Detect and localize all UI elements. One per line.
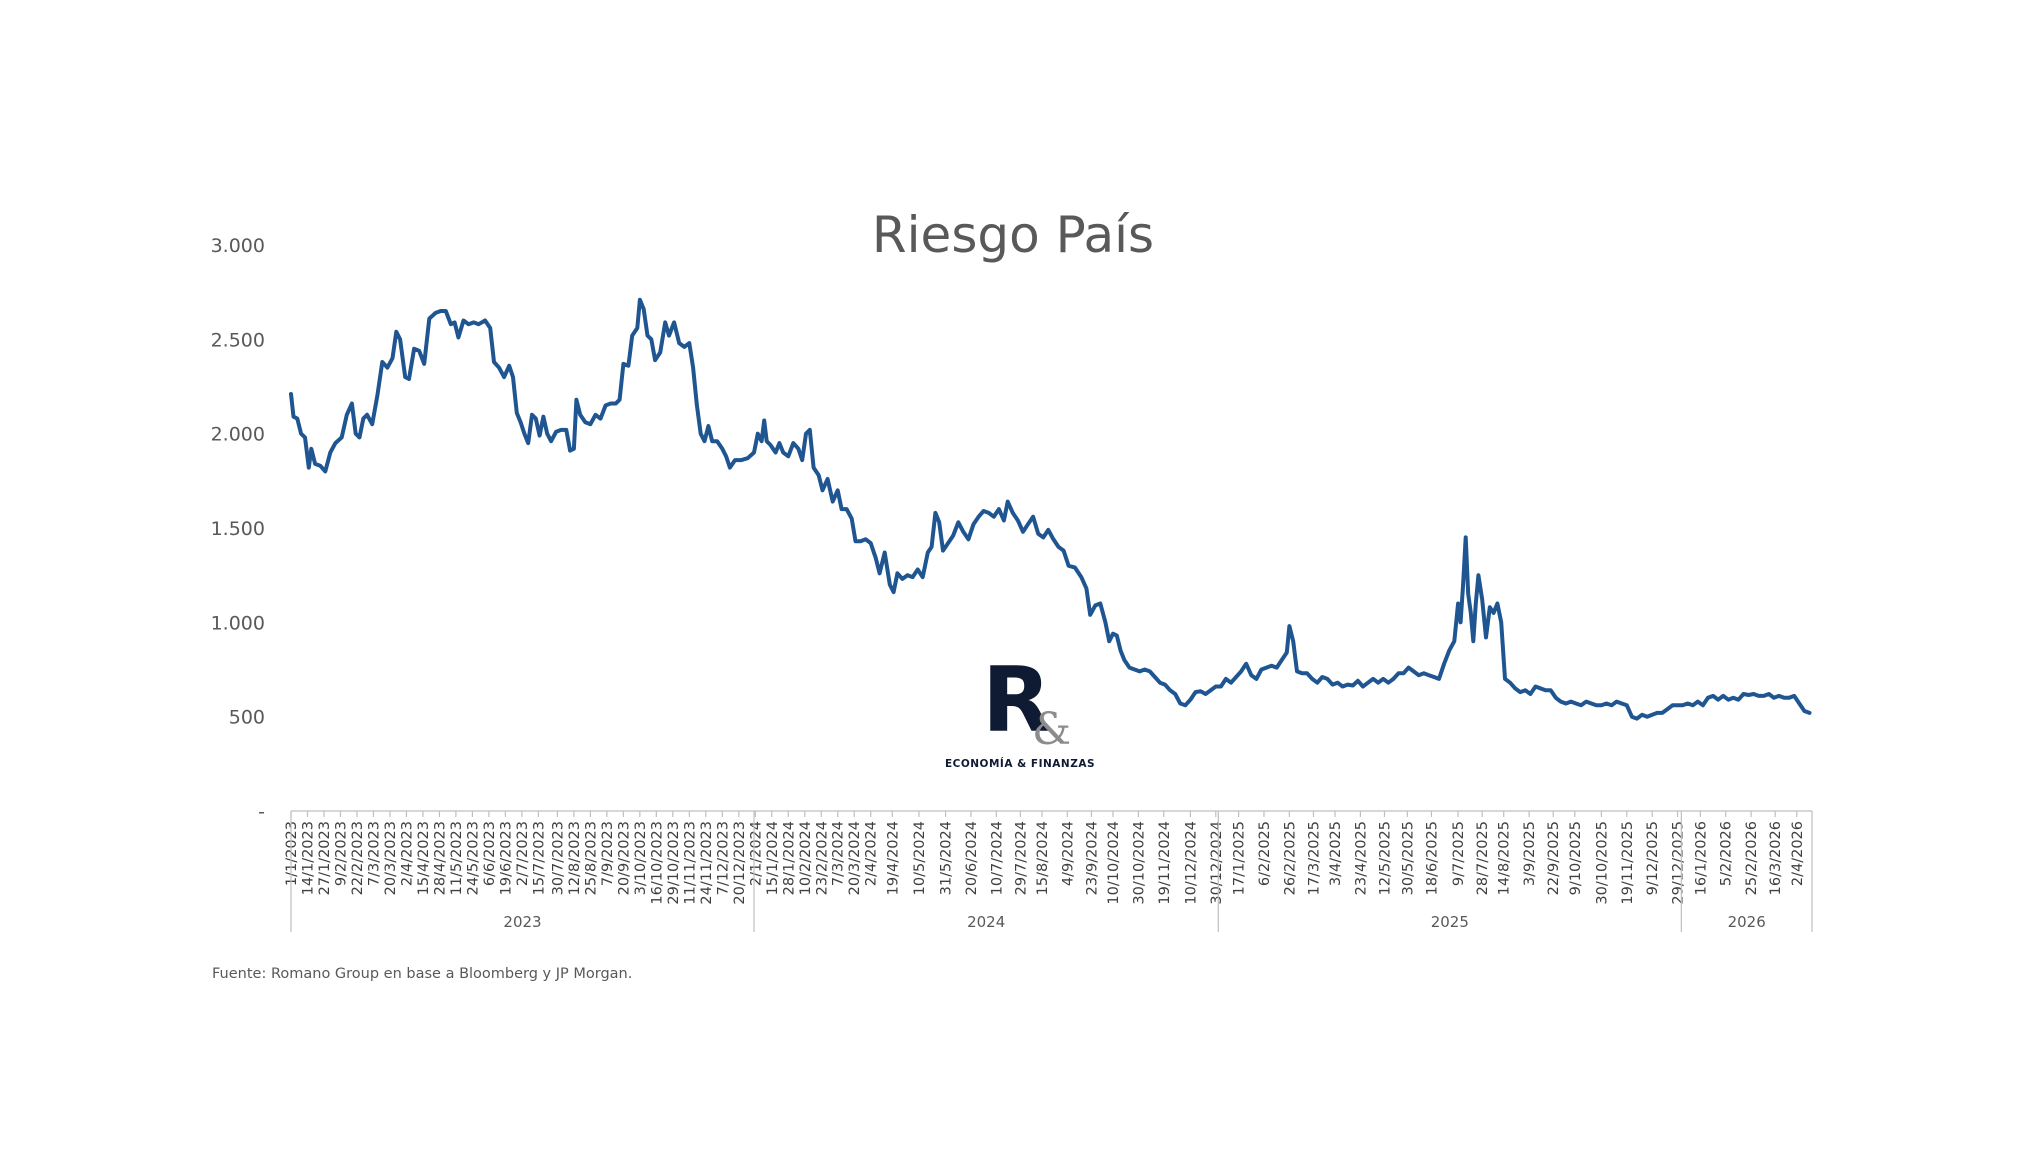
y-tick-label: - xyxy=(258,801,265,823)
x-tick-label: 23/9/2024 xyxy=(1084,821,1100,895)
x-tick-label: 25/2/2026 xyxy=(1744,821,1760,895)
x-tick-label: 24/5/2023 xyxy=(465,821,481,895)
year-group-label: 2024 xyxy=(967,913,1005,931)
x-tick-label: 23/4/2025 xyxy=(1353,821,1369,895)
x-tick-label: 7/9/2023 xyxy=(600,821,616,886)
x-tick-label: 19/11/2024 xyxy=(1157,821,1173,905)
x-tick-label: 15/1/2024 xyxy=(765,821,781,895)
x-tick-label: 28/4/2023 xyxy=(432,821,448,895)
x-tick-label: 5/2/2026 xyxy=(1719,821,1735,886)
x-tick-label: 20/3/2024 xyxy=(847,821,863,895)
x-tick-label: 30/10/2024 xyxy=(1131,821,1147,905)
x-tick-label: 10/12/2024 xyxy=(1183,821,1199,905)
x-tick-label: 12/8/2023 xyxy=(567,821,583,895)
x-tick-label: 7/3/2024 xyxy=(831,821,847,886)
x-tick-label: 2/4/2024 xyxy=(864,821,880,886)
year-group-label: 2023 xyxy=(503,913,541,931)
y-tick-label: 1.500 xyxy=(211,518,265,540)
x-tick-label: 6/6/2023 xyxy=(482,821,498,886)
x-tick-label: 22/9/2025 xyxy=(1546,821,1562,895)
x-tick-label: 15/7/2023 xyxy=(531,821,547,895)
x-tick-label: 22/2/2023 xyxy=(350,821,366,895)
x-tick-label: 17/3/2025 xyxy=(1306,821,1322,895)
x-tick-label: 15/8/2024 xyxy=(1035,821,1051,895)
logo-letter: R xyxy=(982,648,1052,753)
logo-brand-text: ECONOMÍA & FINANZAS xyxy=(944,758,1096,770)
y-tick-label: 1.000 xyxy=(211,612,265,634)
x-tick-label: 2/4/2026 xyxy=(1790,821,1806,886)
x-tick-label: 10/7/2024 xyxy=(989,821,1005,895)
x-tick-label: 11/5/2023 xyxy=(449,821,465,895)
y-tick-label: 500 xyxy=(229,707,265,729)
x-tick-label: 14/8/2025 xyxy=(1497,821,1513,895)
x-tick-label: 1/1/2023 xyxy=(284,821,300,886)
y-tick-label: 2.500 xyxy=(211,329,265,351)
x-tick-label: 19/4/2024 xyxy=(885,821,901,895)
x-tick-label: 30/12/2024 xyxy=(1209,821,1225,905)
source-note: Fuente: Romano Group en base a Bloomberg… xyxy=(212,966,633,982)
x-tick-label: 25/8/2023 xyxy=(583,821,599,895)
x-tick-label: 19/6/2023 xyxy=(498,821,514,895)
x-tick-label: 3/4/2025 xyxy=(1328,821,1344,886)
x-tick-label: 2/4/2023 xyxy=(399,821,415,886)
x-tick-label: 16/1/2026 xyxy=(1693,821,1709,895)
x-tick-label: 20/9/2023 xyxy=(616,821,632,895)
year-group-label: 2026 xyxy=(1728,913,1766,931)
x-tick-label: 9/12/2025 xyxy=(1645,821,1661,895)
x-tick-label: 3/10/2023 xyxy=(633,821,649,895)
x-tick-label: 20/3/2023 xyxy=(383,821,399,895)
x-tick-label: 2/7/2023 xyxy=(515,821,531,886)
x-tick-label: 16/3/2026 xyxy=(1768,821,1784,895)
x-tick-label: 7/12/2023 xyxy=(715,821,731,895)
x-tick-label: 17/1/2025 xyxy=(1232,821,1248,895)
x-tick-label: 20/6/2024 xyxy=(964,821,980,895)
x-tick-label: 10/5/2024 xyxy=(912,821,928,895)
x-tick-label: 9/7/2025 xyxy=(1451,821,1467,886)
x-tick-label: 27/1/2023 xyxy=(317,821,333,895)
logo-ampersand: & xyxy=(1032,704,1072,755)
x-axis: 1/1/2023 14/1/2023 27/1/2023 9/2/2023 22/2/2… xyxy=(284,810,1813,932)
x-tick-label: 10/2/2024 xyxy=(798,821,814,895)
x-tick-label: 30/10/2025 xyxy=(1594,821,1610,905)
x-tick-label: 9/10/2025 xyxy=(1568,821,1584,895)
x-tick-label: 3/9/2025 xyxy=(1522,821,1538,886)
x-tick-label: 14/1/2023 xyxy=(300,821,316,895)
x-tick-label: 7/3/2023 xyxy=(366,821,382,886)
x-tick-label: 29/10/2023 xyxy=(666,821,682,905)
x-tick-label: 11/11/2023 xyxy=(682,821,698,905)
x-tick-label: 24/11/2023 xyxy=(699,821,715,905)
x-tick-label: 15/4/2023 xyxy=(416,821,432,895)
x-tick-label: 26/2/2025 xyxy=(1282,821,1298,895)
y-tick-label: 2.000 xyxy=(211,424,265,446)
year-group-label: 2025 xyxy=(1431,913,1469,931)
x-tick-label: 30/5/2025 xyxy=(1400,821,1416,895)
y-axis: - 500 1.000 1.500 2.000 2.500 3.000 xyxy=(211,235,265,823)
x-tick-label: 28/7/2025 xyxy=(1475,821,1491,895)
x-tick-label: 18/6/2025 xyxy=(1424,821,1440,895)
brand-logo: R & ECONOMÍA & FINANZAS xyxy=(940,656,1100,780)
series-line xyxy=(289,297,1812,721)
series-group xyxy=(289,297,1812,721)
chart-title: Riesgo País xyxy=(872,206,1154,264)
x-tick-label: 30/7/2023 xyxy=(550,821,566,895)
x-tick-label: 4/9/2024 xyxy=(1060,821,1076,886)
x-tick-label: 16/10/2023 xyxy=(649,821,665,905)
x-tick-label: 23/2/2024 xyxy=(814,821,830,895)
x-tick-label: 10/10/2024 xyxy=(1106,821,1122,905)
x-tick-label: 31/5/2024 xyxy=(939,821,955,895)
x-tick-label: 9/2/2023 xyxy=(333,821,349,886)
x-tick-label: 20/12/2023 xyxy=(732,821,748,905)
x-tick-label: 12/5/2025 xyxy=(1377,821,1393,895)
x-tick-label: 28/1/2024 xyxy=(781,821,797,895)
x-tick-label: 19/11/2025 xyxy=(1620,821,1636,905)
x-tick-label: 6/2/2025 xyxy=(1257,821,1273,886)
x-tick-label: 29/7/2024 xyxy=(1013,821,1029,895)
y-tick-label: 3.000 xyxy=(211,235,265,257)
x-tick-label: 2/1/2024 xyxy=(748,821,764,886)
x-tick-label: 29/12/2025 xyxy=(1671,821,1687,905)
